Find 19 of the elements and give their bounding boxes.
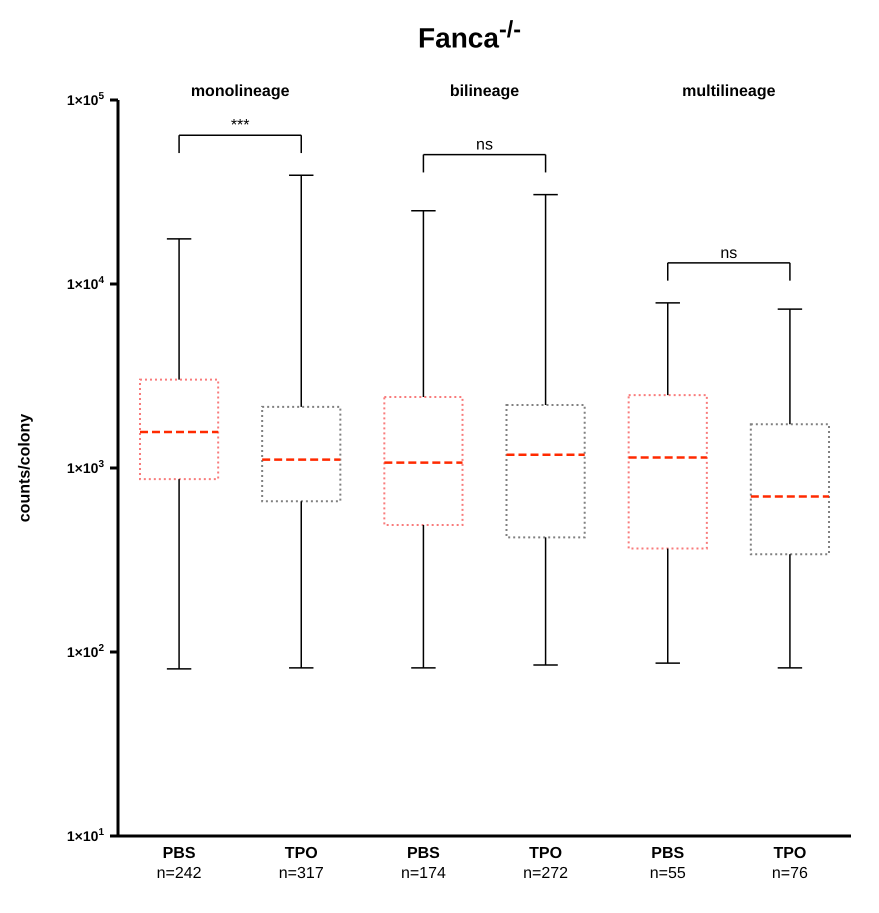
x-tick-label: PBS n=55 [650, 845, 686, 882]
annotation: ns [720, 244, 738, 262]
y-tick-label: 1×10$^{3}$ [66, 459, 104, 476]
x-tick-label: TPO n=272 [523, 845, 568, 882]
y-tick-label: 1×10$^{2}$ [66, 643, 104, 660]
annotation: bilineage [450, 83, 520, 100]
y-tick-label: 1×10$^{4}$ [66, 275, 104, 292]
annotation: *** [230, 117, 250, 134]
annotation: monolineage [190, 83, 290, 100]
x-tick-label: PBS n=242 [156, 845, 202, 882]
y-tick-label: 1×10$^{5}$ [66, 91, 104, 108]
x-tick-label: TPO n=317 [278, 845, 324, 882]
y-axis-title: counts/colony [16, 414, 34, 522]
chart-title: Fanca$^{-/-}$ [417, 15, 522, 56]
annotation: multilineage [682, 83, 776, 100]
x-tick-label: PBS n=174 [400, 845, 446, 882]
annotation: ns [476, 136, 493, 154]
x-tick-label: TPO n=76 [772, 845, 808, 882]
y-tick-label: 1×10$^{1}$ [66, 827, 104, 844]
